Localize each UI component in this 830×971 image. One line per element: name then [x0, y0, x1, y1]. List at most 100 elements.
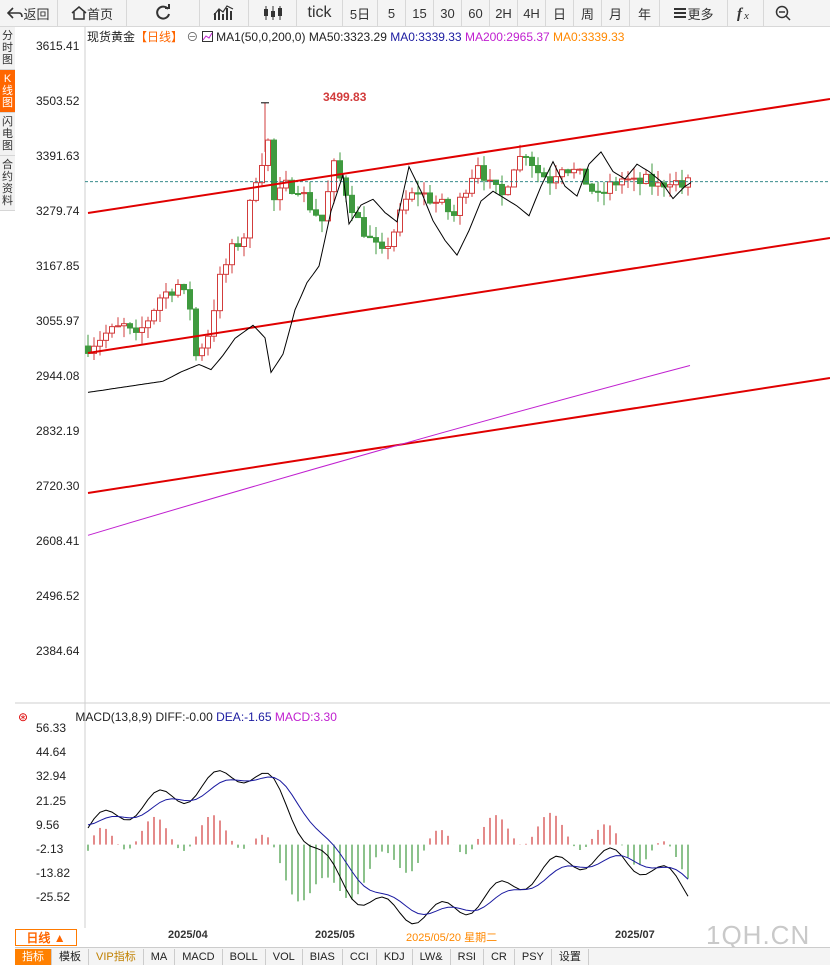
legend-ma0-b: MA0:3339.33: [553, 30, 625, 44]
tab-lw[interactable]: LW&: [413, 948, 451, 965]
candle-body: [631, 177, 637, 180]
bar-chart-icon: [213, 5, 234, 20]
indicator-icon[interactable]: [201, 31, 213, 42]
instrument-name: 现货黄金: [87, 30, 136, 44]
legend-toggle-icon[interactable]: ⊖: [186, 30, 199, 44]
side-tab-timeshare[interactable]: 分时图: [0, 27, 15, 70]
candle-body: [307, 192, 313, 211]
macd-axis-label: 9.56: [36, 817, 60, 832]
candlestick-button[interactable]: [249, 0, 297, 26]
price-axis-label: 2944.08: [36, 369, 80, 383]
tab-cr[interactable]: CR: [484, 948, 515, 965]
candle-body: [439, 198, 445, 203]
period-15min[interactable]: 15: [406, 0, 434, 26]
price-axis-label: 3503.52: [36, 94, 80, 108]
candle-body: [559, 169, 565, 178]
legend-ma200: MA200:2965.37: [464, 30, 550, 44]
candle-body: [529, 156, 535, 167]
candle-body: [613, 181, 619, 186]
period-2h[interactable]: 2H: [490, 0, 518, 26]
price-axis-label: 3055.97: [36, 314, 80, 328]
svg-text:x: x: [743, 10, 749, 21]
tick-button[interactable]: tick: [297, 0, 343, 26]
macd-diff: DIFF:-0.00: [155, 710, 213, 724]
tab-boll[interactable]: BOLL: [223, 948, 266, 965]
candle-body: [127, 323, 133, 329]
trend-line: [87, 98, 830, 214]
tab-macd[interactable]: MACD: [175, 948, 223, 965]
candle-body: [289, 179, 295, 195]
candle-body: [211, 310, 217, 337]
tab-kdj[interactable]: KDJ: [377, 948, 413, 965]
svg-text:f: f: [737, 6, 744, 21]
period-60min[interactable]: 60: [462, 0, 490, 26]
candle-body: [169, 291, 175, 296]
period-year[interactable]: 年: [630, 0, 660, 26]
macd-axis-label: 21.25: [36, 793, 67, 808]
candle-body: [379, 241, 385, 249]
price-axis-label: 2832.19: [36, 424, 80, 438]
tab-bias[interactable]: BIAS: [303, 948, 343, 965]
back-button[interactable]: 返回: [0, 0, 58, 26]
home-button[interactable]: 首页: [58, 0, 127, 26]
candle-body: [337, 160, 343, 179]
more-button[interactable]: 更多: [660, 0, 728, 26]
macd-settings-icon[interactable]: ⊛: [18, 710, 29, 724]
period-week[interactable]: 周: [574, 0, 602, 26]
zoom-out-icon: [775, 5, 791, 21]
period-30min[interactable]: 30: [434, 0, 462, 26]
candle-body: [649, 173, 655, 187]
candle-body: [589, 183, 595, 192]
tab-indicators[interactable]: 指标: [15, 948, 52, 965]
candle-body: [241, 237, 247, 247]
candle-body: [205, 335, 211, 349]
candle-body: [655, 182, 661, 187]
candle-body: [517, 155, 523, 171]
price-axis-label: 3391.63: [36, 149, 80, 163]
tab-settings[interactable]: 设置: [552, 948, 589, 965]
toolbar: 返回 首页 tick 5日 5 15 30 60 2H 4H 日 周 月 年 更…: [0, 0, 830, 27]
period-day[interactable]: 日: [546, 0, 574, 26]
candle-body: [301, 192, 307, 195]
tab-rsi[interactable]: RSI: [451, 948, 484, 965]
side-tab-flash[interactable]: 闪电图: [0, 113, 15, 156]
period-5day[interactable]: 5日: [343, 0, 378, 26]
tab-ma[interactable]: MA: [144, 948, 176, 965]
macd-axis-label: 44.64: [36, 745, 67, 760]
price-axis-label: 3615.41: [36, 39, 80, 53]
candle-body: [643, 173, 649, 185]
chart-type-button[interactable]: [200, 0, 249, 26]
candle-body: [595, 190, 601, 193]
candle-body: [583, 168, 589, 185]
legend-ma1: MA1(50,0,200,0): [216, 30, 306, 44]
home-icon: [71, 6, 87, 20]
tab-vol[interactable]: VOL: [266, 948, 303, 965]
candle-body: [487, 179, 493, 182]
x-tick-label: 2025/05: [315, 929, 355, 941]
candlestick-icon: [263, 6, 282, 20]
tab-psy[interactable]: PSY: [515, 948, 552, 965]
high-price-label: 3499.83: [323, 90, 367, 104]
period-month[interactable]: 月: [602, 0, 630, 26]
period-selector[interactable]: 日线 ▲: [15, 929, 77, 946]
tab-templates[interactable]: 模板: [52, 948, 89, 965]
candle-body: [565, 169, 571, 174]
refresh-button[interactable]: [127, 0, 200, 26]
tab-vip[interactable]: VIP指标: [89, 948, 144, 965]
candle-body: [217, 273, 223, 312]
candle-body: [121, 323, 127, 327]
tab-cci[interactable]: CCI: [343, 948, 377, 965]
indicator-tab-bar: 指标 模板 VIP指标 MA MACD BOLL VOL BIAS CCI KD…: [15, 947, 830, 965]
candle-body: [571, 168, 577, 174]
home-label: 首页: [86, 6, 113, 22]
candle-body: [373, 237, 379, 243]
period-5min[interactable]: 5: [378, 0, 406, 26]
candle-body: [511, 169, 517, 188]
candle-body: [157, 297, 163, 311]
period-4h[interactable]: 4H: [518, 0, 546, 26]
side-tab-contract[interactable]: 合约资料: [0, 156, 15, 211]
zoom-out-button[interactable]: [764, 0, 801, 26]
